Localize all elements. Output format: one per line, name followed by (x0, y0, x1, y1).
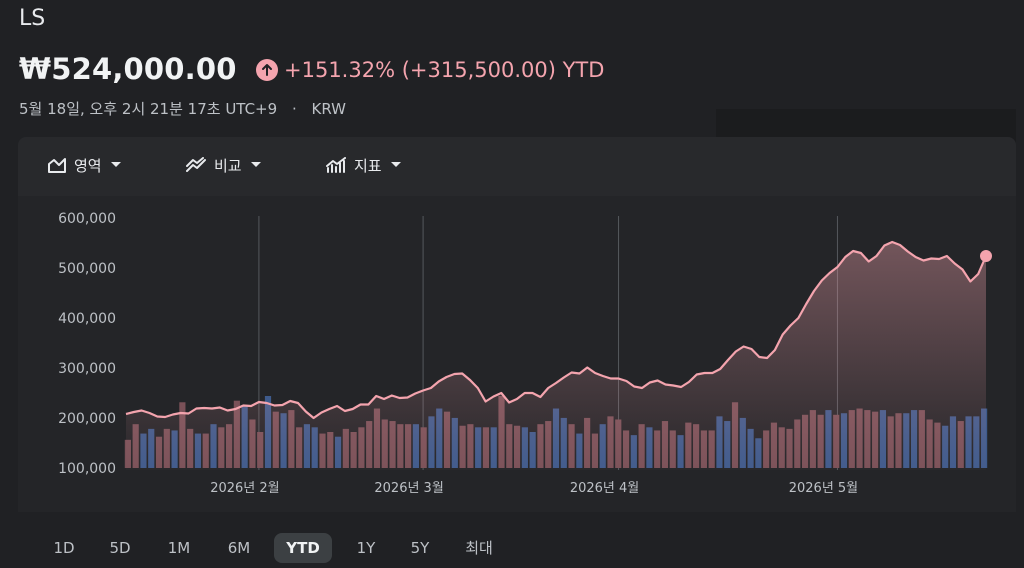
last-price-marker (980, 250, 992, 262)
chart-area[interactable]: 600,000 500,000 400,000 300,000 200,000 100,0… (18, 196, 1016, 512)
x-tick-label: 2026년 2월 (210, 481, 279, 496)
price-change-text: +151.32% (+315,500.00) YTD (284, 58, 605, 82)
indicator-button[interactable]: 지표 (326, 137, 402, 193)
chevron-down-icon (250, 162, 261, 167)
range-최대[interactable]: 최대 (465, 539, 493, 557)
meta-separator: · (291, 100, 297, 118)
range-6M[interactable]: 6M (227, 539, 251, 557)
range-1Y[interactable]: 1Y (356, 539, 376, 557)
y-tick-label: 600,000 (58, 211, 116, 227)
compare-label: 비교 (214, 156, 242, 175)
current-price: ₩524,000.00 (19, 52, 237, 86)
area-chart-button[interactable]: 영역 (48, 137, 122, 193)
area-chart-icon (48, 158, 66, 173)
compare-icon (186, 157, 206, 172)
timestamp: 5월 18일, 오후 2시 21분 17초 UTC+9 (19, 100, 278, 118)
ticker-symbol: LS (19, 6, 46, 31)
currency-label: KRW (311, 100, 347, 118)
price-line (125, 240, 988, 420)
y-tick-label: 100,000 (58, 461, 116, 477)
price-change: +151.32% (+315,500.00) YTD (256, 58, 604, 82)
y-tick-label: 400,000 (58, 311, 116, 327)
x-tick-label: 2026년 4월 (570, 481, 639, 496)
range-YTD[interactable]: YTD (274, 533, 332, 563)
chevron-down-icon (110, 162, 121, 167)
range-5D[interactable]: 5D (109, 539, 131, 557)
indicator-icon (326, 157, 346, 173)
indicator-label: 지표 (354, 156, 382, 175)
timestamp-line: 5월 18일, 오후 2시 21분 17초 UTC+9 · KRW (19, 98, 346, 119)
range-1M[interactable]: 1M (167, 539, 191, 557)
price-area-fill (126, 242, 986, 470)
x-tick-label: 2026년 5월 (789, 481, 858, 496)
price-chart[interactable]: 600,000 500,000 400,000 300,000 200,000 100,0… (18, 196, 1016, 512)
range-selector: 1D 5D 1M 6M YTD 1Y 5Y 최대 (0, 525, 1024, 568)
chart-toolbar: 영역 비교 지표 (18, 137, 1016, 193)
y-tick-label: 300,000 (58, 361, 116, 377)
range-1D[interactable]: 1D (53, 539, 75, 557)
arrow-up-icon (256, 59, 278, 81)
x-tick-label: 2026년 3월 (374, 481, 443, 496)
y-tick-label: 500,000 (58, 261, 116, 277)
y-tick-label: 200,000 (58, 411, 116, 427)
chevron-down-icon (390, 162, 401, 167)
range-5Y[interactable]: 5Y (410, 539, 430, 557)
area-chart-label: 영역 (74, 156, 102, 175)
compare-button[interactable]: 비교 (186, 137, 262, 193)
